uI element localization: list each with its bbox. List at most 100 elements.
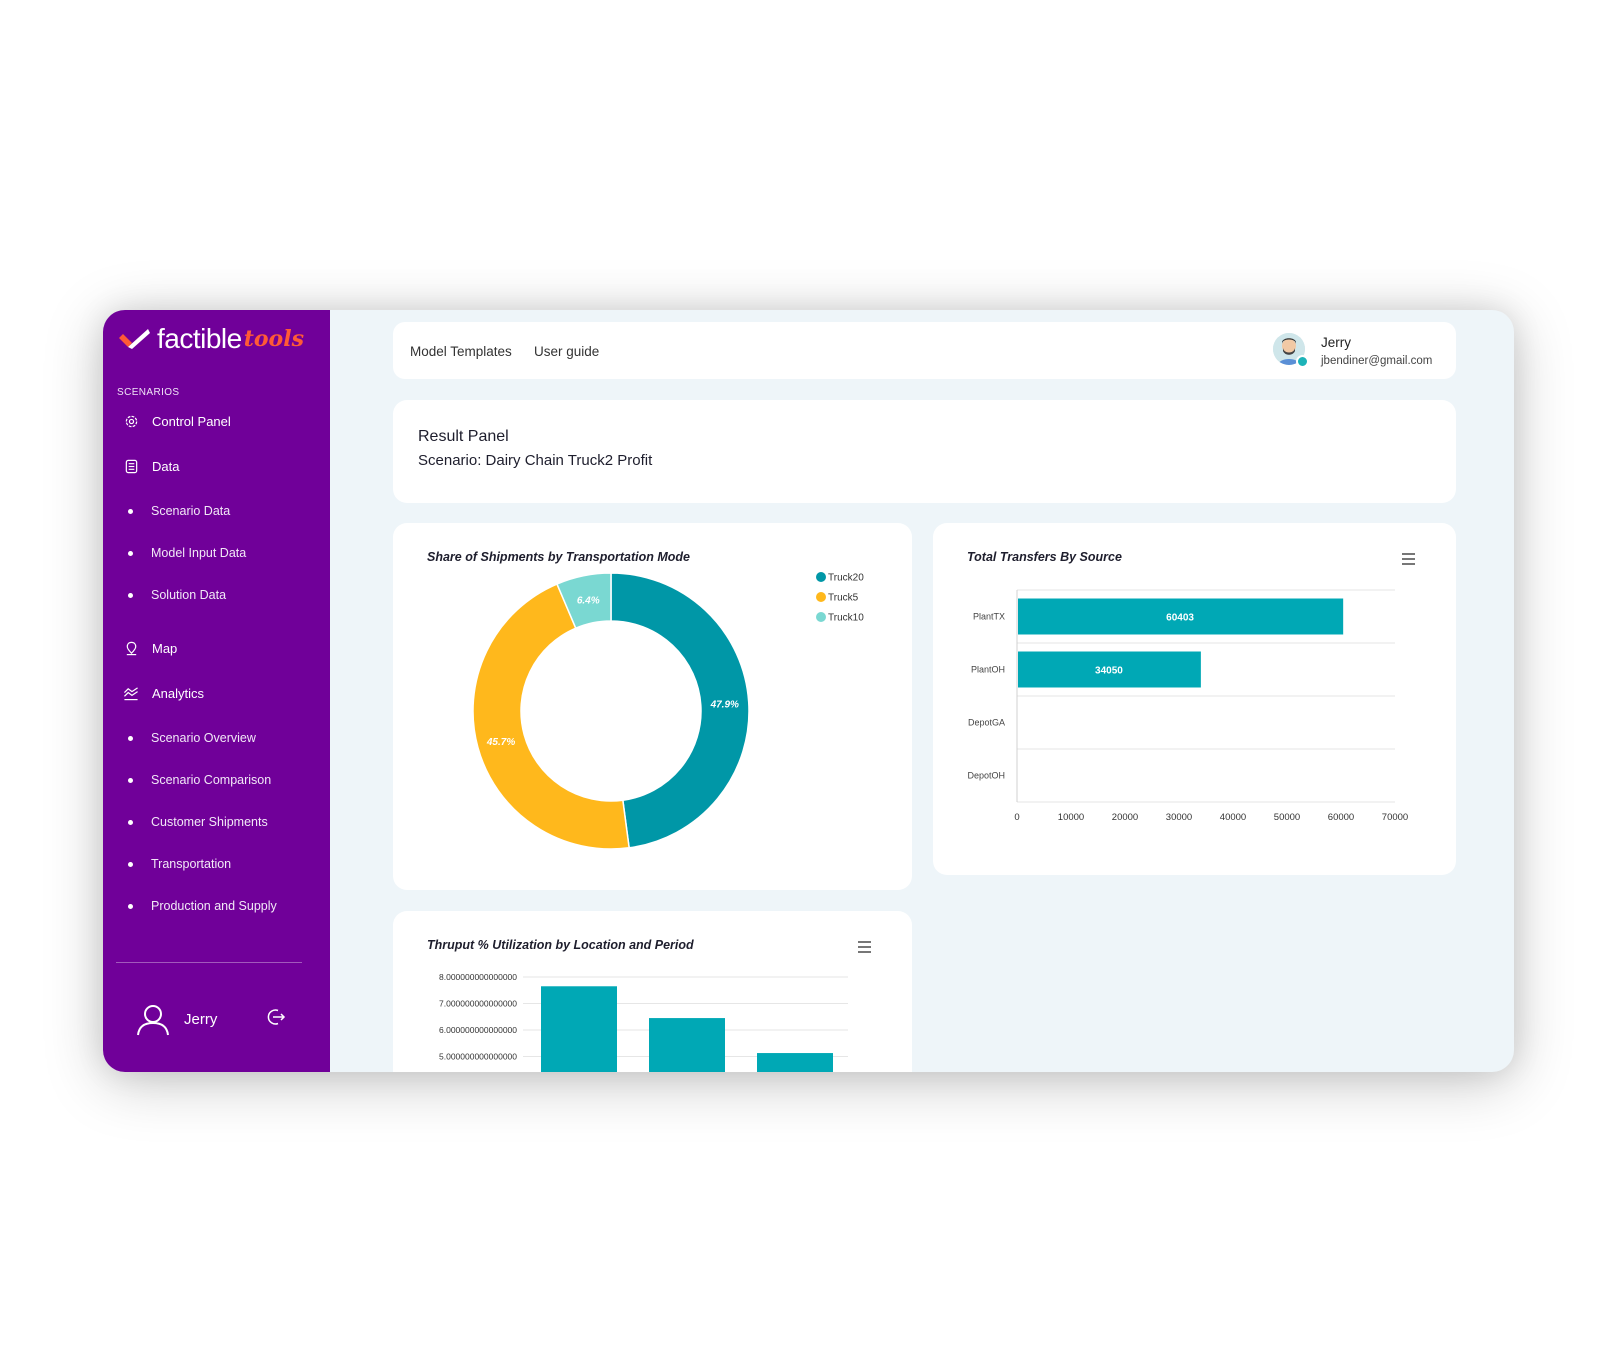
header-user-email: jbendiner@gmail.com — [1321, 355, 1433, 367]
scenarios-section-label: SCENARIOS — [117, 387, 180, 398]
sidebar-divider — [116, 962, 302, 963]
database-icon — [123, 458, 139, 474]
sidebar-item-label: Production and Supply — [151, 899, 277, 913]
donut-slice-truck5 — [472, 583, 630, 850]
sidebar: factible tools SCENARIOS Control Panel D… — [103, 310, 330, 1072]
y-tick-label: 8.000000000000000 — [439, 972, 517, 982]
logo[interactable]: factible tools — [117, 323, 304, 355]
app-window: factible tools SCENARIOS Control Panel D… — [103, 310, 1514, 1072]
user-guide-link[interactable]: User guide — [534, 344, 600, 359]
logout-icon — [267, 1009, 286, 1025]
logo-check-icon — [119, 329, 150, 349]
sidebar-user-name: Jerry — [184, 1010, 218, 1028]
sidebar-item-label: Analytics — [152, 685, 205, 701]
sidebar-item-model-input-data[interactable]: Model Input Data — [128, 546, 246, 560]
y-tick-label: 7.000000000000000 — [439, 999, 517, 1009]
sidebar-item-data[interactable]: Data — [123, 458, 179, 474]
donut-slice-truck10 — [556, 572, 612, 630]
map-pin-icon — [123, 640, 139, 656]
donut-data-label: 6.4% — [577, 595, 600, 606]
x-tick-label: 50000 — [1274, 812, 1300, 823]
x-tick-label: 40000 — [1220, 812, 1246, 823]
sidebar-item-label: Map — [152, 640, 178, 656]
analytics-chart-icon — [123, 685, 139, 701]
sidebar-item-label: Customer Shipments — [151, 815, 268, 829]
legend-swatch-truck20 — [816, 572, 826, 582]
donut-data-label: 45.7% — [486, 737, 515, 748]
x-tick-label: 0 — [1014, 812, 1019, 823]
sidebar-item-map[interactable]: Map — [123, 640, 177, 656]
bar-data-label: 34050 — [1095, 666, 1123, 677]
scenario-name: Scenario: Dairy Chain Truck2 Profit — [418, 452, 653, 469]
chart-title: Total Transfers By Source — [967, 550, 1122, 564]
category-label: PlantTX — [973, 612, 1005, 622]
sidebar-item-customer-shipments[interactable]: Customer Shipments — [128, 815, 268, 829]
sidebar-item-solution-data[interactable]: Solution Data — [128, 588, 226, 602]
legend-item-label: Truck5 — [828, 593, 859, 604]
header-user-name: Jerry — [1321, 335, 1351, 350]
legend-item-label: Truck20 — [828, 573, 864, 584]
sidebar-item-label: Solution Data — [151, 588, 227, 602]
donut-chart: 47.9% 45.7% 6.4% Truck20 Truck5 Truck10 — [472, 572, 864, 850]
sidebar-item-scenario-comparison[interactable]: Scenario Comparison — [128, 773, 271, 787]
sidebar-item-label: Data — [152, 458, 180, 474]
legend-swatch-truck10 — [816, 612, 826, 622]
bullet-icon — [128, 861, 133, 867]
thruput-utilization-card: Thruput % Utilization by Location and Pe… — [393, 911, 912, 1072]
bullet-icon — [128, 819, 133, 825]
sidebar-item-control-panel[interactable]: Control Panel — [123, 413, 231, 429]
bullet-icon — [128, 903, 133, 909]
shipments-share-card: Share of Shipments by Transportation Mod… — [393, 523, 912, 890]
chart-menu-icon[interactable] — [858, 941, 871, 956]
sidebar-item-label: Scenario Data — [151, 504, 231, 518]
online-status-dot — [1296, 355, 1309, 368]
transfers-by-source-card: Total Transfers By Source PlantTX 60403 Pl… — [933, 523, 1456, 875]
logo-tools-text: tools — [243, 326, 304, 352]
chart-title: Share of Shipments by Transportation Mod… — [427, 550, 690, 564]
x-tick-label: 30000 — [1166, 812, 1192, 823]
donut-slice-truck20 — [610, 572, 750, 849]
vbar-chart: 8.000000000000000 7.000000000000000 6.0000… — [439, 972, 848, 1072]
x-tick-label: 60000 — [1328, 812, 1354, 823]
bullet-icon — [128, 508, 133, 514]
chart-menu-icon[interactable] — [1402, 553, 1415, 568]
sidebar-item-analytics[interactable]: Analytics — [123, 685, 204, 701]
sidebar-item-label: Transportation — [151, 857, 232, 871]
bar — [541, 986, 617, 1072]
sidebar-item-label: Model Input Data — [151, 546, 247, 560]
logo-text: factible — [157, 323, 242, 354]
legend-item-label: Truck10 — [828, 613, 864, 624]
category-label: PlantOH — [971, 665, 1005, 675]
legend-swatch-truck5 — [816, 592, 826, 602]
sidebar-item-transportation[interactable]: Transportation — [128, 857, 231, 871]
bar — [649, 1018, 725, 1072]
sidebar-user[interactable]: Jerry — [136, 1002, 217, 1036]
chart-title: Thruput % Utilization by Location and Pe… — [427, 938, 694, 952]
bullet-icon — [128, 550, 133, 556]
category-label: DepotOH — [967, 771, 1005, 781]
category-label: DepotGA — [968, 718, 1005, 728]
model-templates-link[interactable]: Model Templates — [410, 344, 512, 359]
x-tick-label: 70000 — [1382, 812, 1408, 823]
bar-data-label: 60403 — [1166, 613, 1194, 624]
x-tick-label: 10000 — [1058, 812, 1084, 823]
bar — [757, 1053, 833, 1072]
bullet-icon — [128, 592, 133, 598]
result-panel: Result Panel Scenario: Dairy Chain Truck… — [393, 400, 1456, 503]
logout-button[interactable] — [266, 1007, 286, 1032]
bullet-icon — [128, 777, 133, 783]
top-bar: Model Templates User guide Jerry jbendin… — [393, 322, 1456, 379]
sidebar-item-label: Scenario Overview — [151, 731, 256, 745]
bar-planttx — [1018, 598, 1344, 635]
sidebar-item-label: Scenario Comparison — [151, 773, 272, 787]
sidebar-item-label: Control Panel — [152, 413, 231, 429]
sidebar-item-scenario-data[interactable]: Scenario Data — [128, 504, 230, 518]
donut-data-label: 47.9% — [710, 699, 739, 710]
y-tick-label: 5.000000000000000 — [439, 1052, 517, 1062]
sidebar-item-production-and-supply[interactable]: Production and Supply — [128, 899, 277, 913]
y-tick-label: 6.000000000000000 — [439, 1025, 517, 1035]
hbar-chart: PlantTX 60403 PlantOH 34050 DepotGA DepotOH 0 1… — [967, 589, 1408, 823]
page-title: Result Panel — [418, 428, 509, 445]
bullet-icon — [128, 735, 133, 741]
sidebar-item-scenario-overview[interactable]: Scenario Overview — [128, 731, 256, 745]
